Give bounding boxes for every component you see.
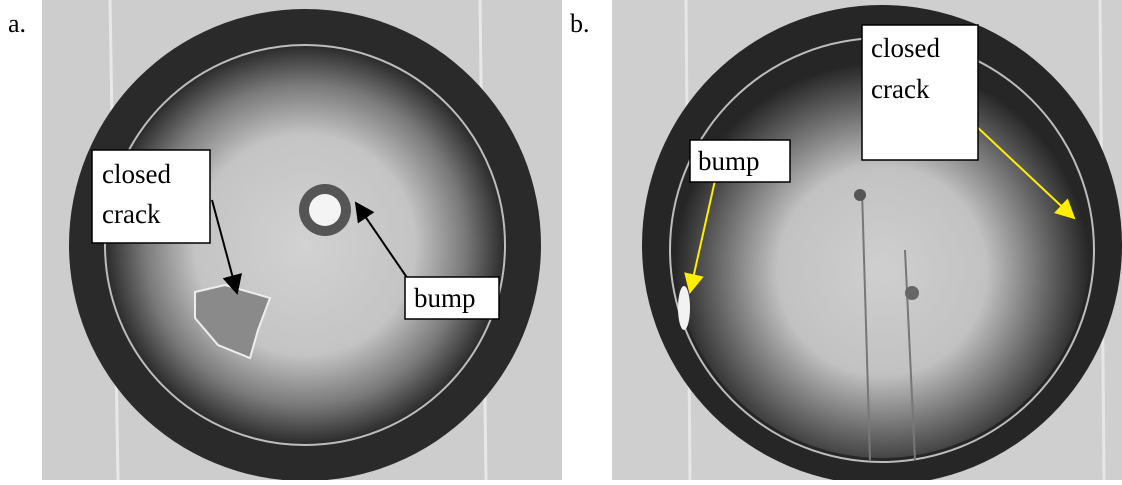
- annotation-text: closed: [102, 159, 171, 189]
- panel-label: b.: [570, 9, 590, 38]
- annotation-text: crack: [871, 74, 930, 104]
- panel-label: a.: [8, 9, 26, 38]
- figure: a. b. closed crack bump bump closed crac…: [0, 0, 1122, 480]
- annotation-text: crack: [102, 199, 161, 229]
- annotation-text: bump: [698, 146, 760, 176]
- annotation-text: closed: [871, 33, 940, 63]
- annotation-text: bump: [414, 283, 476, 313]
